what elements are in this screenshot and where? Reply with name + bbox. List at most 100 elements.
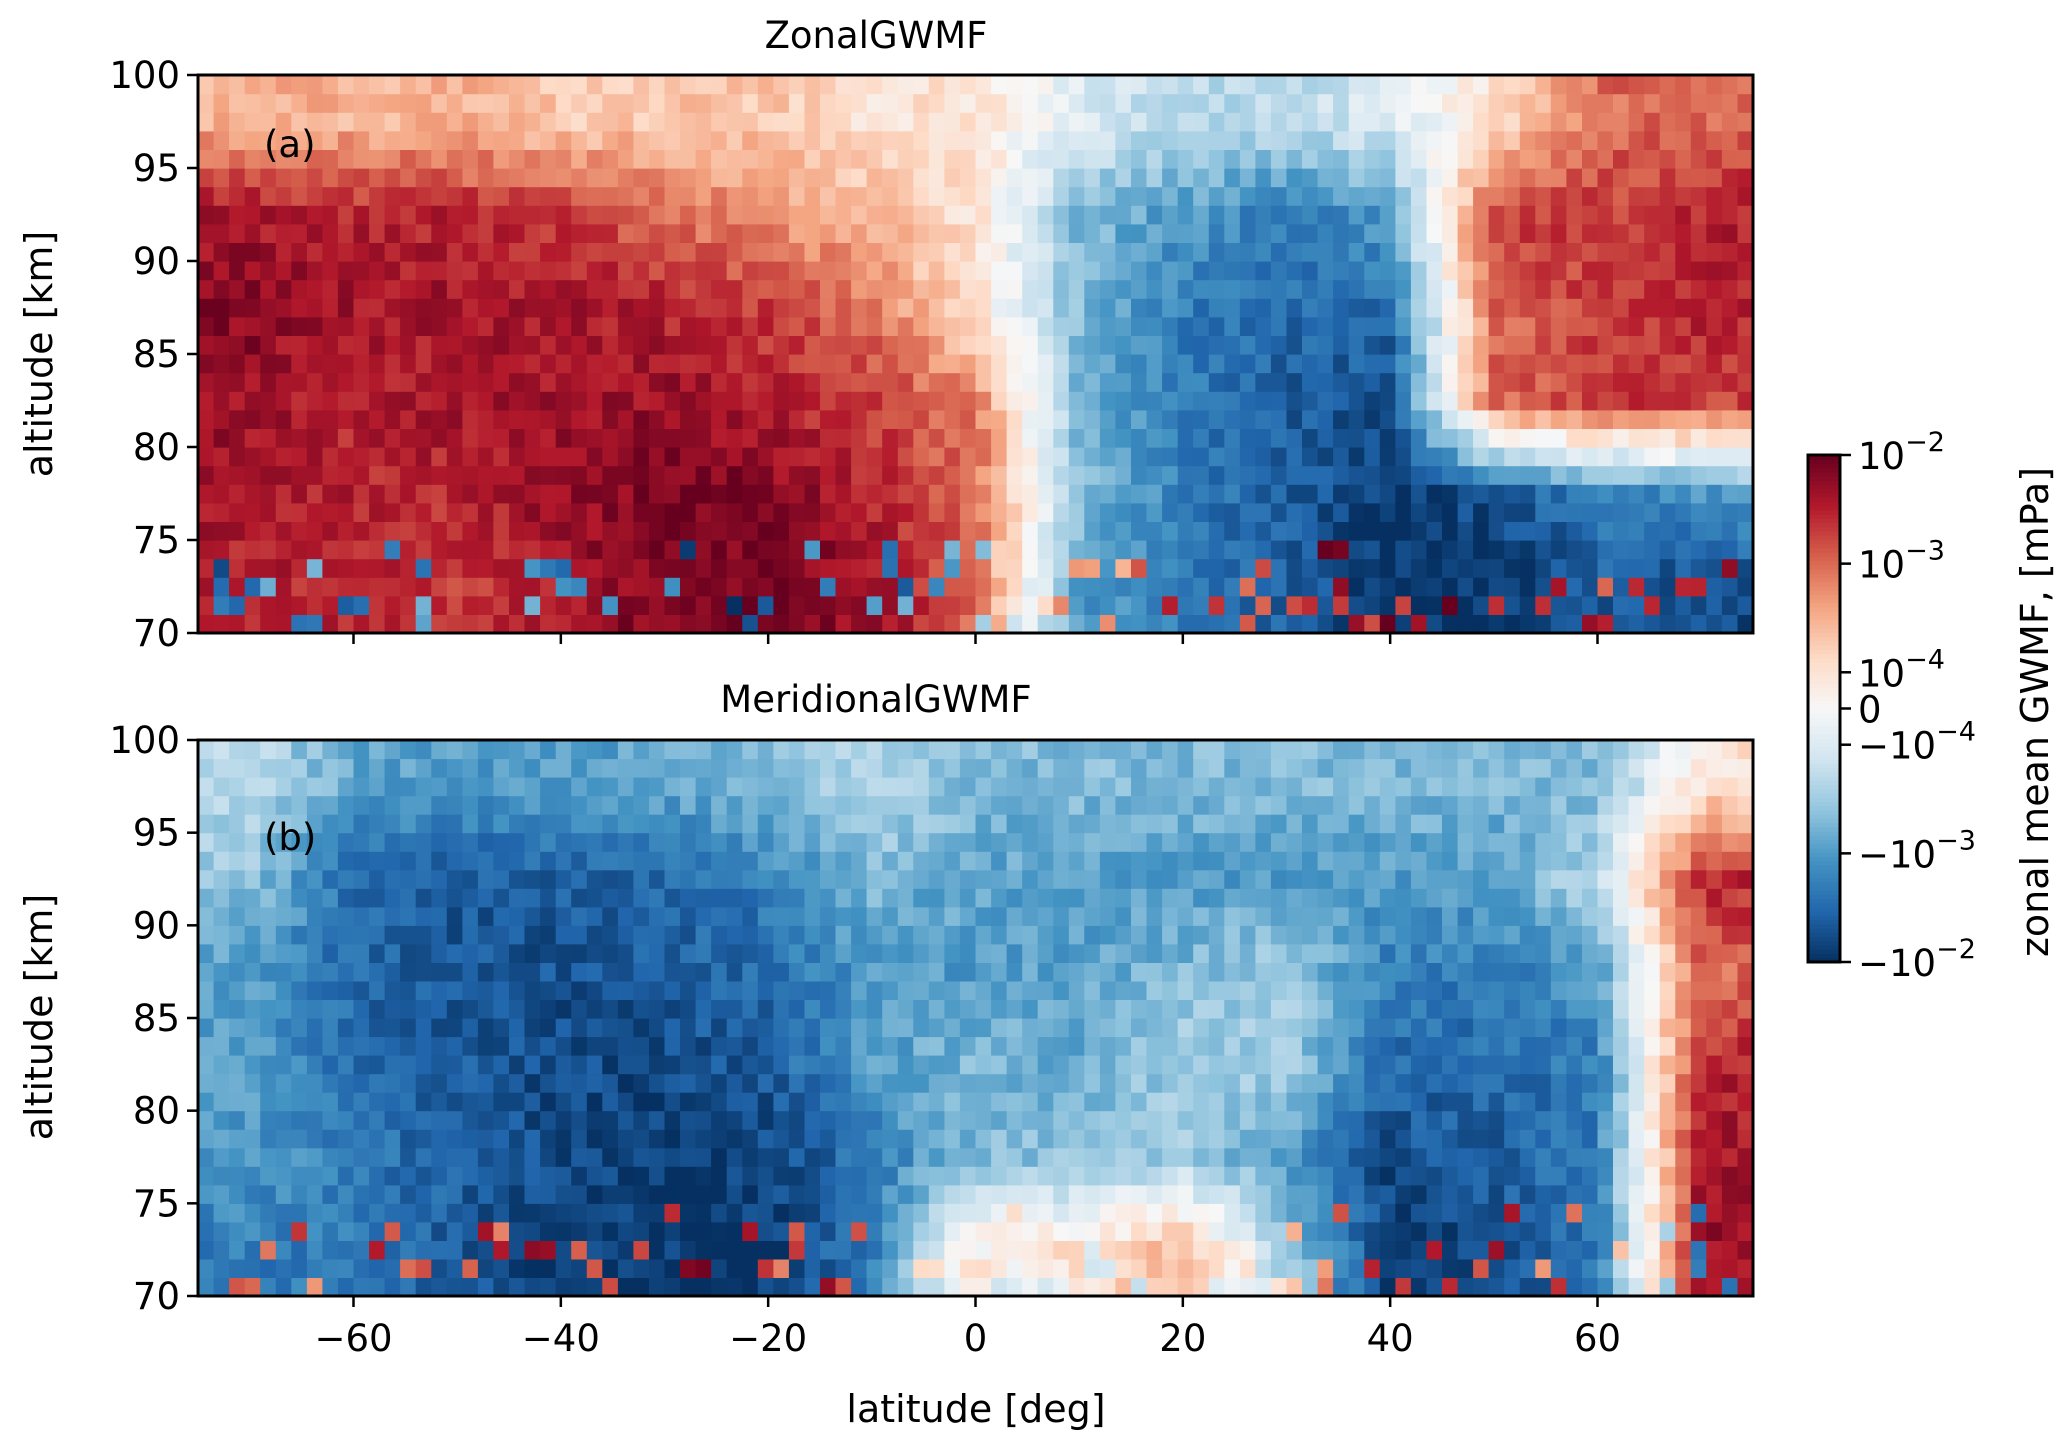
heatmap-cell: [213, 558, 230, 578]
heatmap-cell: [1162, 614, 1179, 634]
heatmap-cell: [1504, 540, 1521, 560]
heatmap-cell: [198, 1018, 215, 1038]
heatmap-cell: [711, 112, 728, 132]
heatmap-cell: [1208, 205, 1225, 225]
heatmap-cell: [1613, 502, 1630, 522]
heatmap-cell: [1224, 1036, 1241, 1056]
heatmap-cell: [1488, 223, 1505, 243]
heatmap-cell: [788, 168, 806, 188]
heatmap-cell: [1550, 223, 1567, 243]
heatmap-cell: [711, 577, 728, 597]
heatmap-cell: [446, 1203, 463, 1223]
heatmap-cell: [571, 521, 588, 541]
heatmap-cell: [524, 577, 541, 597]
heatmap-cell: [1535, 1166, 1552, 1186]
heatmap-cell: [944, 428, 961, 448]
heatmap-cell: [1068, 1240, 1085, 1260]
heatmap-cell: [1519, 980, 1536, 1000]
heatmap-cell: [1333, 540, 1350, 560]
heatmap-cell: [540, 130, 557, 150]
heatmap-cell: [897, 354, 914, 374]
heatmap-cell: [1473, 168, 1490, 188]
heatmap-cell: [897, 1203, 914, 1223]
heatmap-cell: [602, 75, 619, 95]
heatmap-cell: [1582, 502, 1599, 522]
heatmap-cell: [540, 595, 557, 615]
heatmap-cell: [1177, 595, 1194, 615]
heatmap-cell: [1037, 1203, 1054, 1223]
heatmap-cell: [353, 409, 370, 429]
heatmap-cell: [431, 1036, 448, 1056]
heatmap-cell: [431, 205, 448, 225]
heatmap-cell: [1613, 130, 1630, 150]
heatmap-cell: [913, 335, 930, 355]
heatmap-cell: [897, 577, 914, 597]
heatmap-cell: [275, 279, 292, 299]
heatmap-cell: [400, 1110, 417, 1130]
heatmap-cell: [571, 465, 588, 485]
heatmap-cell: [928, 149, 945, 169]
heatmap-cell: [1675, 130, 1692, 150]
heatmap-cell: [400, 391, 417, 411]
heatmap-cell: [1706, 409, 1723, 429]
heatmap-cell: [1535, 577, 1552, 597]
heatmap-cell: [1348, 1277, 1365, 1297]
heatmap-cell: [1037, 980, 1054, 1000]
heatmap-cell: [959, 1110, 977, 1130]
heatmap-cell: [928, 577, 945, 597]
heatmap-cell: [1597, 521, 1614, 541]
heatmap-cell: [882, 1110, 899, 1130]
heatmap-cell: [1473, 279, 1490, 299]
heatmap-cell: [431, 354, 448, 374]
heatmap-cell: [773, 521, 790, 541]
heatmap-cell: [959, 1277, 977, 1297]
heatmap-cell: [1457, 1036, 1474, 1056]
heatmap-cell: [851, 354, 868, 374]
heatmap-cell: [446, 1277, 463, 1297]
heatmap-cell: [1550, 999, 1567, 1019]
heatmap-cell: [1504, 186, 1521, 206]
heatmap-cell: [1550, 75, 1567, 95]
heatmap-cell: [1348, 391, 1365, 411]
heatmap-cell: [1613, 316, 1630, 336]
heatmap-cell: [913, 1073, 930, 1093]
heatmap: [198, 740, 1754, 1297]
heatmap-cell: [1068, 1147, 1085, 1167]
heatmap-cell: [1504, 1092, 1521, 1112]
heatmap-cell: [198, 1166, 215, 1186]
heatmap-cell: [524, 1277, 541, 1297]
heatmap-cell: [509, 223, 526, 243]
heatmap-cell: [602, 1036, 619, 1056]
heatmap-cell: [835, 93, 852, 113]
heatmap-cell: [213, 1184, 230, 1204]
heatmap-cell: [711, 502, 728, 522]
heatmap-cell: [244, 428, 261, 448]
heatmap-cell: [1270, 372, 1288, 392]
heatmap-cell: [1037, 205, 1054, 225]
heatmap-cell: [680, 614, 697, 634]
heatmap-cell: [1053, 1166, 1070, 1186]
heatmap-cell: [1488, 205, 1505, 225]
heatmap-cell: [446, 93, 463, 113]
heatmap-cell: [820, 999, 837, 1019]
heatmap-cell: [897, 223, 914, 243]
heatmap-cell: [773, 999, 790, 1019]
heatmap-cell: [1566, 943, 1583, 963]
heatmap-cell: [1395, 205, 1412, 225]
heatmap-cell: [1302, 372, 1319, 392]
heatmap-cell: [617, 1147, 635, 1167]
heatmap-cell: [291, 149, 308, 169]
heatmap-cell: [244, 1110, 261, 1130]
heatmap-cell: [1022, 1110, 1039, 1130]
heatmap-cell: [353, 962, 370, 982]
heatmap-cell: [213, 943, 230, 963]
heatmap-cell: [571, 186, 588, 206]
heatmap-cell: [1146, 484, 1163, 504]
heatmap-cell: [1442, 595, 1459, 615]
heatmap-cell: [882, 1184, 899, 1204]
heatmap-cell: [617, 223, 635, 243]
heatmap-cell: [540, 925, 557, 945]
heatmap-cell: [1504, 577, 1521, 597]
heatmap-cell: [617, 521, 635, 541]
heatmap-cell: [1442, 1018, 1459, 1038]
